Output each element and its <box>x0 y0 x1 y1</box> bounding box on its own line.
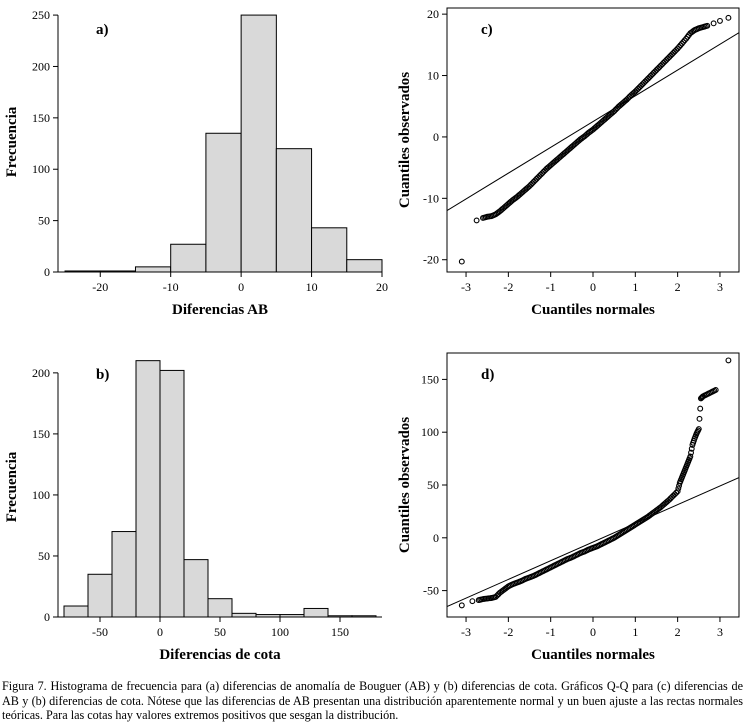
reference-line-d <box>447 477 739 607</box>
svg-text:0: 0 <box>238 280 244 294</box>
yaxis-title-d: Cuantiles observados <box>397 417 413 553</box>
xaxis-title-b: Diferencias de cota <box>159 647 281 663</box>
svg-text:10: 10 <box>427 69 439 83</box>
axes-b: -50 0 50 100 150 0 50 100 150 200 <box>32 366 382 639</box>
panel-label-a: a) <box>96 22 109 38</box>
svg-text:1: 1 <box>632 280 638 294</box>
qq-plot-diferencias-cota: d) Cuantiles normales Cuantiles observad… <box>397 352 740 663</box>
svg-text:50: 50 <box>38 549 50 563</box>
svg-text:-50: -50 <box>92 625 108 639</box>
xaxis-title-c: Cuantiles normales <box>531 302 655 318</box>
svg-text:0: 0 <box>44 610 50 624</box>
svg-text:0: 0 <box>433 531 439 545</box>
qq-points-c <box>458 14 732 265</box>
svg-text:1: 1 <box>632 625 638 639</box>
svg-text:250: 250 <box>32 8 50 22</box>
svg-text:-2: -2 <box>503 625 513 639</box>
svg-text:100: 100 <box>32 162 50 176</box>
svg-text:2: 2 <box>675 625 681 639</box>
histogram-bars-a <box>64 14 383 273</box>
plot-box-d <box>446 352 740 618</box>
svg-text:0: 0 <box>433 130 439 144</box>
svg-text:50: 50 <box>214 625 226 639</box>
plot-box-c <box>446 7 740 273</box>
svg-text:150: 150 <box>331 625 349 639</box>
svg-text:0: 0 <box>590 625 596 639</box>
svg-text:100: 100 <box>271 625 289 639</box>
svg-text:0: 0 <box>157 625 163 639</box>
svg-text:100: 100 <box>421 425 439 439</box>
svg-text:-1: -1 <box>546 280 556 294</box>
panel-label-d: d) <box>481 367 494 383</box>
svg-text:3: 3 <box>717 625 723 639</box>
svg-text:0: 0 <box>44 265 50 279</box>
histogram-diferencias-cota: b) Diferencias de cota Frecuencia -50 0 50… <box>4 360 382 663</box>
svg-text:3: 3 <box>717 280 723 294</box>
svg-text:20: 20 <box>427 7 439 21</box>
histogram-bars-b <box>63 360 377 618</box>
svg-text:-10: -10 <box>163 280 179 294</box>
histogram-diferencias-ab: a) Diferencias AB Frecuencia -20 -10 0 10 20… <box>4 8 388 318</box>
yaxis-title-b: Frecuencia <box>4 451 20 522</box>
svg-text:150: 150 <box>32 111 50 125</box>
svg-text:2: 2 <box>675 280 681 294</box>
svg-text:0: 0 <box>590 280 596 294</box>
svg-text:50: 50 <box>427 478 439 492</box>
axes-d: -3 -2 -1 0 1 2 3 -50 0 50 100 150 <box>421 372 723 639</box>
svg-text:-3: -3 <box>461 625 471 639</box>
figure-caption: Figura 7. Histograma de frecuencia para … <box>2 679 743 723</box>
yaxis-title-c: Cuantiles observados <box>397 72 413 208</box>
qq-points-d <box>458 357 732 609</box>
svg-text:-50: -50 <box>423 584 439 598</box>
svg-text:-2: -2 <box>503 280 513 294</box>
svg-text:150: 150 <box>32 427 50 441</box>
svg-text:-3: -3 <box>461 280 471 294</box>
svg-text:100: 100 <box>32 488 50 502</box>
reference-line-c <box>447 32 739 211</box>
panel-label-c: c) <box>481 22 493 38</box>
qq-plot-diferencias-ab: c) Cuantiles normales Cuantiles observad… <box>397 7 740 318</box>
svg-text:10: 10 <box>306 280 318 294</box>
svg-text:-10: -10 <box>423 191 439 205</box>
svg-text:200: 200 <box>32 59 50 73</box>
svg-text:-1: -1 <box>546 625 556 639</box>
xaxis-title-d: Cuantiles normales <box>531 647 655 663</box>
svg-text:-20: -20 <box>92 280 108 294</box>
svg-text:-20: -20 <box>423 253 439 267</box>
yaxis-title-a: Frecuencia <box>4 106 20 177</box>
svg-text:20: 20 <box>376 280 388 294</box>
svg-text:50: 50 <box>38 214 50 228</box>
svg-text:200: 200 <box>32 366 50 380</box>
panel-label-b: b) <box>96 367 109 383</box>
xaxis-title-a: Diferencias AB <box>172 302 268 318</box>
svg-text:150: 150 <box>421 372 439 386</box>
